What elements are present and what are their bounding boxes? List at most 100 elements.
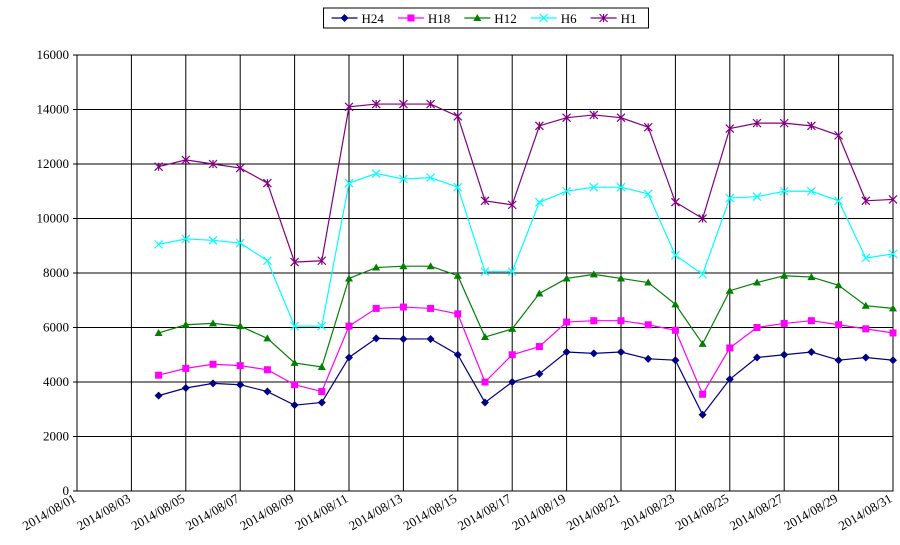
marker bbox=[453, 182, 463, 192]
marker bbox=[534, 121, 544, 131]
marker bbox=[752, 192, 762, 202]
marker bbox=[534, 197, 544, 207]
marker bbox=[861, 196, 871, 206]
marker bbox=[371, 99, 381, 109]
legend: H24 H18 H12 H6 H1 bbox=[323, 7, 649, 29]
marker bbox=[644, 321, 652, 329]
marker bbox=[507, 267, 517, 277]
marker bbox=[235, 238, 245, 248]
marker bbox=[806, 186, 816, 196]
marker bbox=[262, 256, 272, 266]
series-line bbox=[158, 103, 894, 263]
marker bbox=[344, 178, 354, 188]
marker bbox=[535, 343, 543, 351]
marker bbox=[508, 378, 517, 386]
y-tick-label: 14000 bbox=[37, 102, 70, 117]
marker bbox=[454, 310, 462, 318]
marker bbox=[263, 387, 272, 396]
marker bbox=[752, 118, 762, 128]
marker bbox=[834, 196, 844, 206]
marker bbox=[589, 349, 598, 358]
y-tick-label: 12000 bbox=[37, 156, 70, 171]
marker bbox=[889, 329, 897, 337]
marker bbox=[671, 356, 680, 365]
x-tick-label: 2014/08/07 bbox=[183, 490, 242, 533]
marker bbox=[426, 334, 435, 343]
marker bbox=[263, 334, 272, 342]
marker bbox=[698, 214, 708, 223]
marker bbox=[888, 195, 898, 204]
marker bbox=[643, 189, 653, 199]
marker bbox=[344, 102, 354, 112]
marker bbox=[670, 197, 680, 207]
y-tick-label: 0 bbox=[63, 483, 70, 498]
marker bbox=[562, 348, 571, 357]
x-tick-label: 2014/08/27 bbox=[727, 490, 786, 533]
marker bbox=[181, 234, 191, 244]
marker bbox=[155, 371, 163, 379]
marker bbox=[372, 334, 381, 343]
marker bbox=[616, 113, 626, 123]
marker bbox=[181, 155, 191, 165]
y-tick-label: 8000 bbox=[43, 265, 69, 280]
marker bbox=[671, 326, 679, 334]
marker bbox=[399, 334, 408, 343]
marker bbox=[889, 304, 897, 312]
y-tick-label: 6000 bbox=[43, 320, 69, 335]
marker bbox=[407, 14, 415, 22]
marker bbox=[480, 267, 490, 277]
marker bbox=[861, 253, 871, 263]
marker bbox=[453, 271, 462, 279]
marker bbox=[753, 324, 761, 331]
marker bbox=[480, 196, 490, 206]
marker bbox=[753, 353, 761, 362]
marker bbox=[290, 257, 300, 267]
marker bbox=[263, 366, 271, 374]
marker bbox=[290, 401, 299, 410]
x-tick-label: 2014/08/09 bbox=[237, 491, 296, 534]
marker bbox=[345, 322, 353, 330]
marker bbox=[889, 356, 897, 365]
x-tick-label: 2014/08/23 bbox=[618, 491, 677, 534]
marker bbox=[236, 322, 245, 330]
marker bbox=[806, 121, 816, 131]
marker bbox=[862, 325, 870, 333]
marker bbox=[481, 378, 489, 386]
marker bbox=[154, 328, 163, 336]
legend-label: H24 bbox=[362, 11, 385, 26]
marker bbox=[753, 278, 761, 286]
marker bbox=[507, 200, 517, 210]
marker bbox=[779, 186, 789, 196]
marker bbox=[807, 348, 816, 357]
x-tick-label: 2014/08/05 bbox=[129, 491, 188, 534]
marker bbox=[262, 178, 272, 188]
marker bbox=[508, 324, 517, 332]
x-tick-label: 2014/08/21 bbox=[564, 491, 623, 534]
marker bbox=[699, 390, 707, 398]
marker bbox=[181, 320, 190, 328]
marker bbox=[426, 262, 435, 270]
marker bbox=[209, 360, 217, 368]
x-tick-label: 2014/08/31 bbox=[836, 491, 895, 534]
marker bbox=[453, 350, 462, 359]
marker bbox=[317, 256, 327, 266]
marker bbox=[182, 364, 190, 372]
marker bbox=[154, 391, 163, 400]
marker bbox=[644, 354, 653, 363]
y-tick-label: 2000 bbox=[43, 429, 69, 444]
x-tick-label: 2014/08/29 bbox=[781, 491, 840, 534]
marker bbox=[725, 375, 734, 384]
marker bbox=[290, 358, 299, 366]
marker bbox=[616, 182, 626, 192]
marker bbox=[340, 14, 349, 22]
series-line bbox=[158, 306, 894, 396]
marker bbox=[698, 410, 707, 419]
marker bbox=[535, 289, 544, 297]
marker bbox=[208, 159, 218, 169]
marker bbox=[861, 353, 870, 362]
x-tick-label: 2014/08/19 bbox=[509, 491, 568, 534]
x-tick-label: 2014/08/13 bbox=[346, 491, 405, 534]
marker bbox=[617, 274, 625, 282]
marker bbox=[399, 262, 408, 270]
marker bbox=[209, 319, 217, 327]
